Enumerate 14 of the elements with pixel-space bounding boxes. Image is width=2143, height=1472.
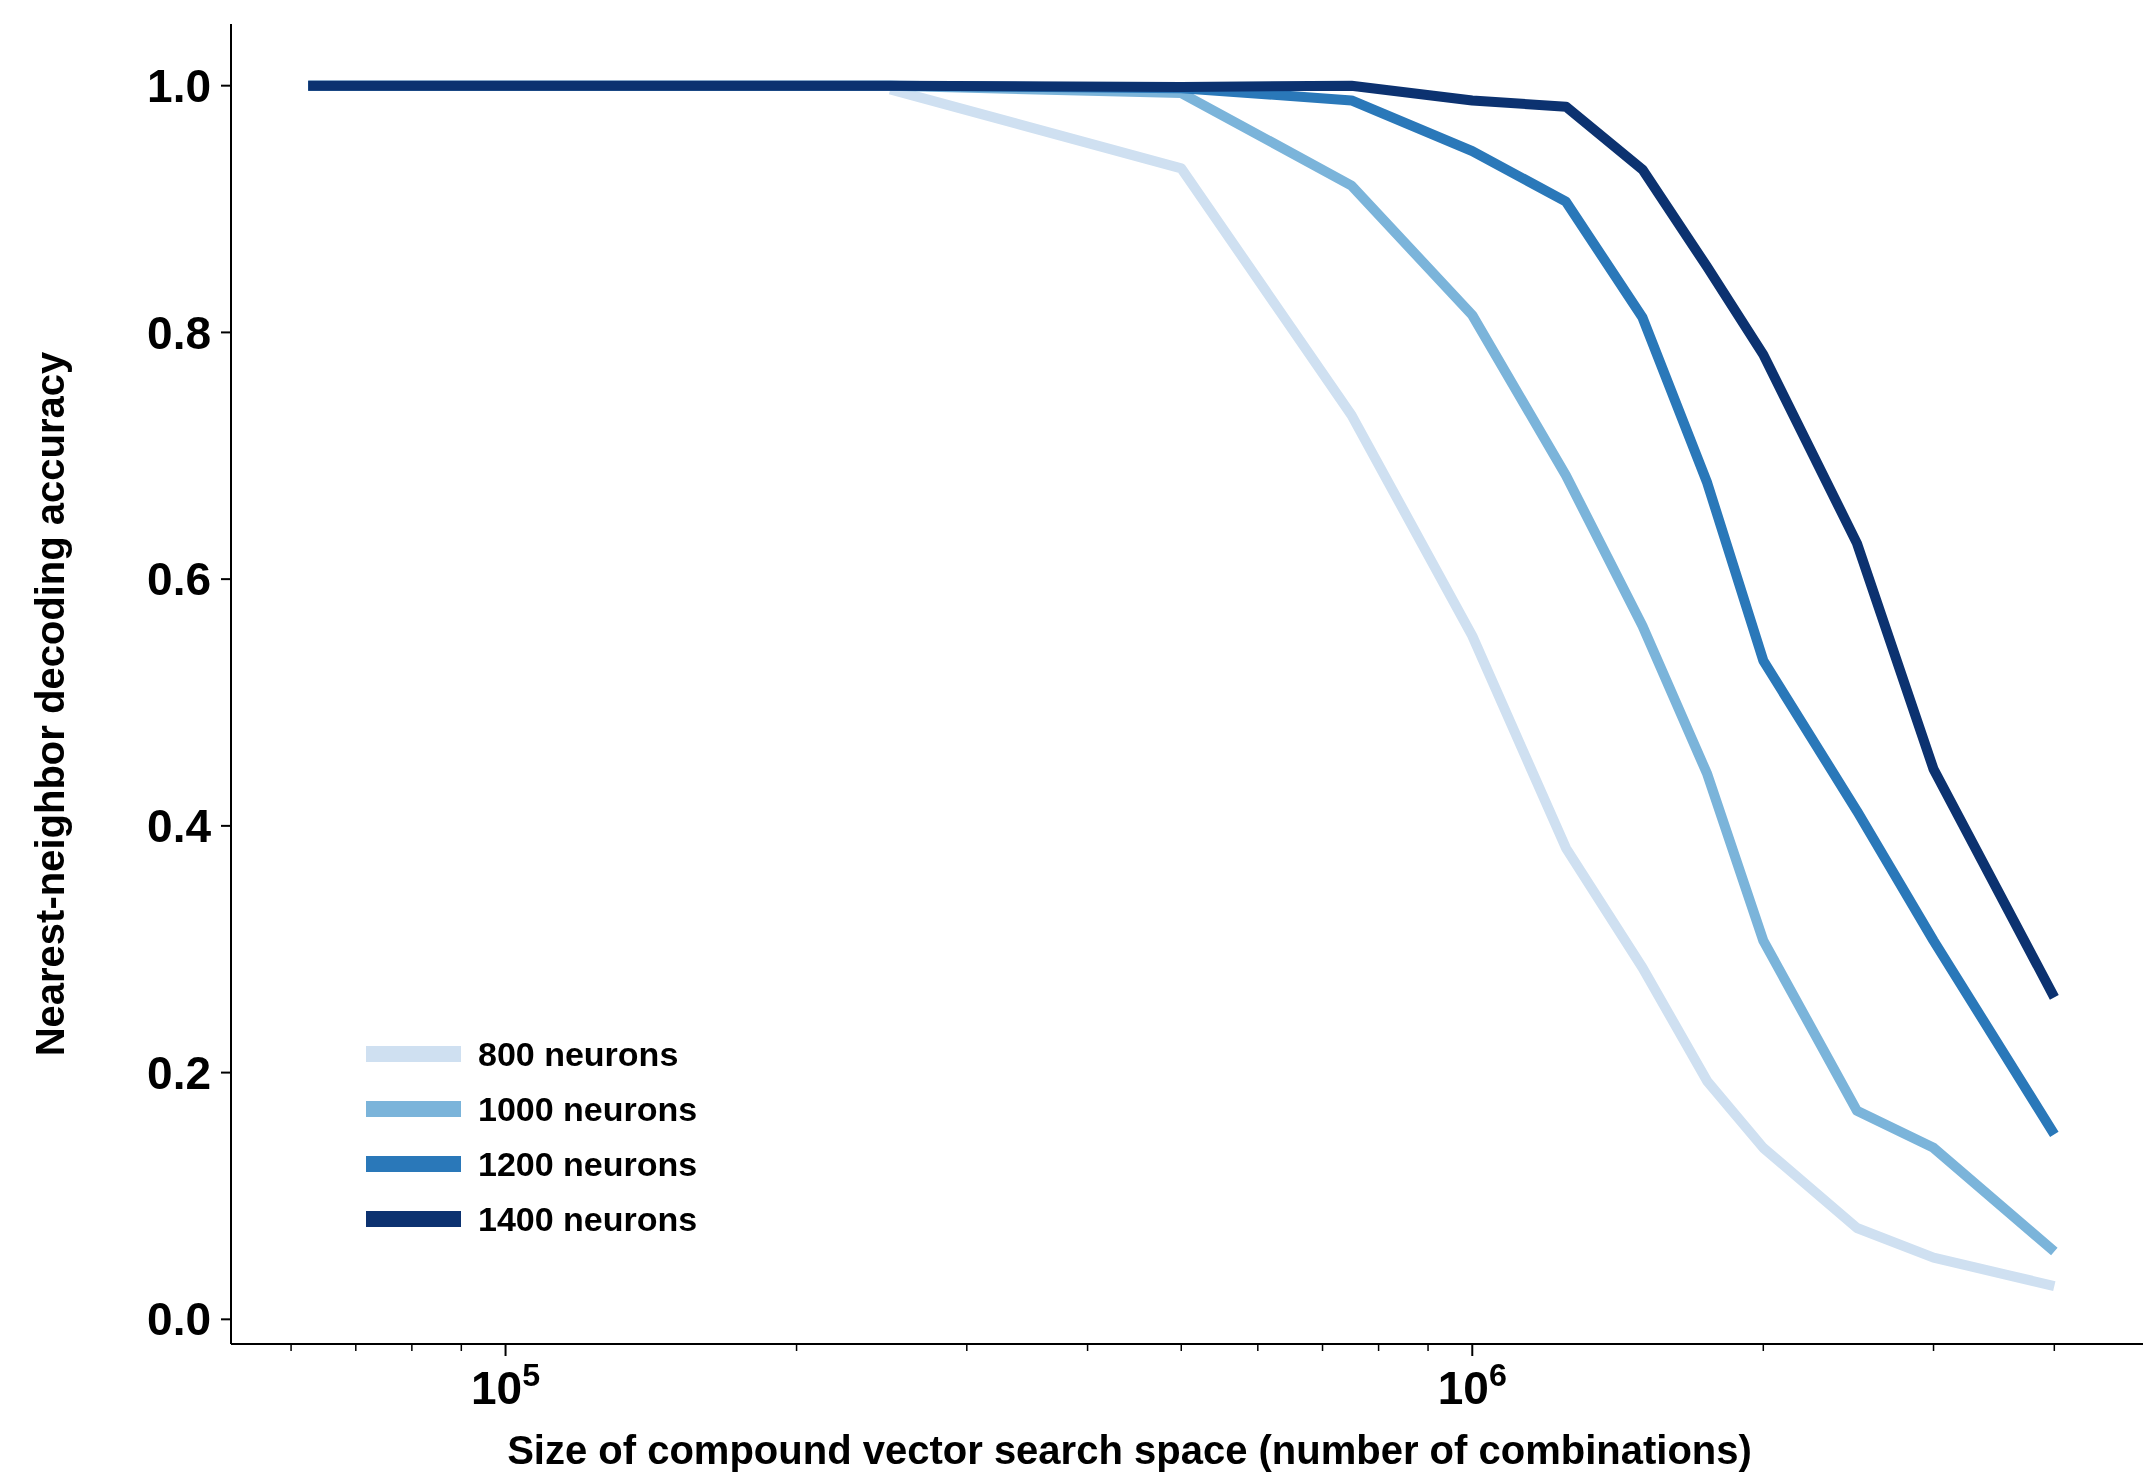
x-axis-title: Size of compound vector search space (number of combinations) (507, 1428, 1752, 1472)
y-tick-label: 0.8 (147, 306, 211, 359)
y-tick-label: 0.0 (147, 1293, 211, 1346)
x-tick-label: 10$^{5}$ (471, 1357, 541, 1414)
y-tick-label: 0.4 (147, 799, 212, 852)
y-tick-label: 0.6 (147, 553, 211, 606)
legend-label: 1200 neurons (478, 1144, 698, 1183)
x-tick-label: 10$^{6}$ (1437, 1357, 1507, 1414)
legend-label: 1000 neurons (478, 1089, 698, 1128)
legend-label: 1400 neurons (478, 1199, 698, 1238)
legend-label: 800 neurons (478, 1034, 679, 1073)
y-axis-title: Nearest-neighbor decoding accuracy (28, 350, 72, 1057)
y-tick-label: 0.2 (147, 1046, 211, 1099)
y-tick-label: 1.0 (147, 59, 211, 112)
